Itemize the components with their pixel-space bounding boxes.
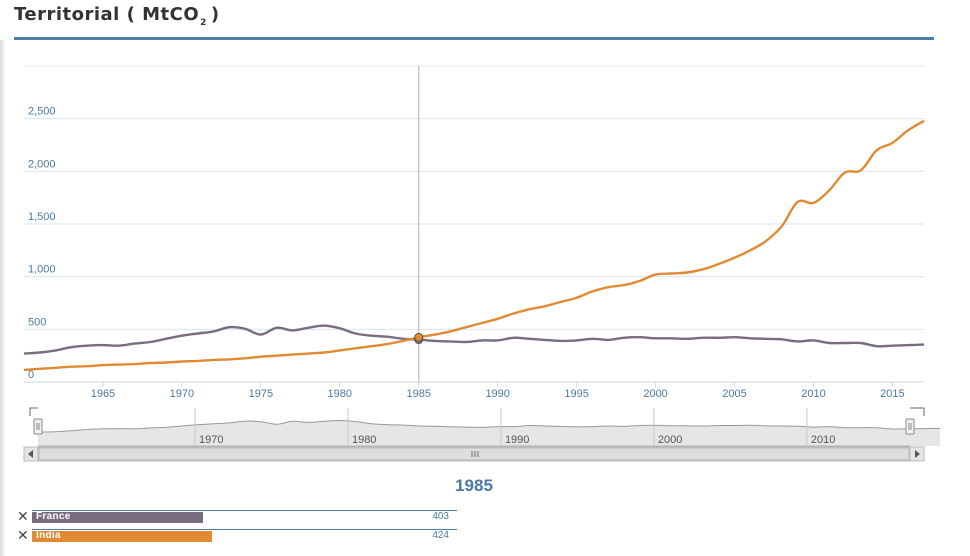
y-tick-label: 1,500 (28, 211, 56, 223)
x-tick-label: 2010 (801, 388, 825, 400)
value-track (32, 529, 457, 543)
navigator-tick-label: 2000 (658, 434, 682, 446)
legend-row-france: ✕ France 403 (17, 508, 457, 524)
navigator-tick-label: 2010 (811, 434, 835, 446)
y-tick-label: 500 (28, 316, 46, 328)
navigator-tick-label: 1990 (505, 434, 529, 446)
x-tick-label: 1965 (91, 388, 115, 400)
left-edge-shadow (0, 40, 6, 556)
x-tick-label: 1985 (406, 388, 430, 400)
navigator-right-handle[interactable] (905, 418, 915, 435)
y-tick-label: 2,000 (28, 158, 56, 170)
title-underline (14, 37, 934, 40)
scrollbar-thumb[interactable] (38, 447, 910, 461)
x-tick-label: 1970 (170, 388, 194, 400)
x-tick-label: 1995 (564, 388, 588, 400)
india-label: India (36, 530, 61, 541)
marker-india (414, 332, 424, 342)
y-tick-label: 0 (28, 369, 34, 381)
navigator-left-handle[interactable] (33, 418, 43, 435)
x-tick-label: 1990 (485, 388, 509, 400)
value-track (32, 510, 457, 524)
y-tick-label: 1,000 (28, 264, 56, 276)
series-line-france (23, 324, 925, 355)
france-label: France (36, 511, 71, 522)
x-tick-label: 2005 (722, 388, 746, 400)
x-tick-label: 2015 (880, 388, 904, 400)
line-chart[interactable]: 0 500 1,000 1,500 2,000 2,500 1965 1970 1975 1980… (0, 0, 970, 470)
series-line-india (23, 119, 925, 372)
navigator-area (38, 420, 940, 446)
chart-title: Territorial ( MtCO2) (14, 4, 220, 28)
scroll-left-arrow-icon (28, 450, 33, 458)
x-tick-label: 2000 (643, 388, 667, 400)
navigator-tick-label: 1970 (199, 434, 223, 446)
france-value-bar (32, 512, 204, 523)
scroll-right-arrow-icon (915, 450, 920, 458)
india-value: 424 (432, 530, 449, 541)
x-tick-label: 1975 (249, 388, 273, 400)
navigator-selection-outline (29, 407, 925, 416)
selected-year-label: 1985 (455, 476, 493, 495)
legend-row-india: ✕ India 424 (17, 527, 457, 543)
france-value: 403 (432, 511, 449, 522)
india-value-bar (32, 531, 213, 542)
navigator-line (37, 419, 941, 433)
y-tick-label: 2,500 (28, 106, 56, 118)
remove-india-close-icon[interactable]: ✕ (17, 527, 29, 543)
remove-france-close-icon[interactable]: ✕ (17, 508, 29, 524)
navigator-tick-label: 1980 (352, 434, 376, 446)
x-tick-label: 1980 (328, 388, 352, 400)
